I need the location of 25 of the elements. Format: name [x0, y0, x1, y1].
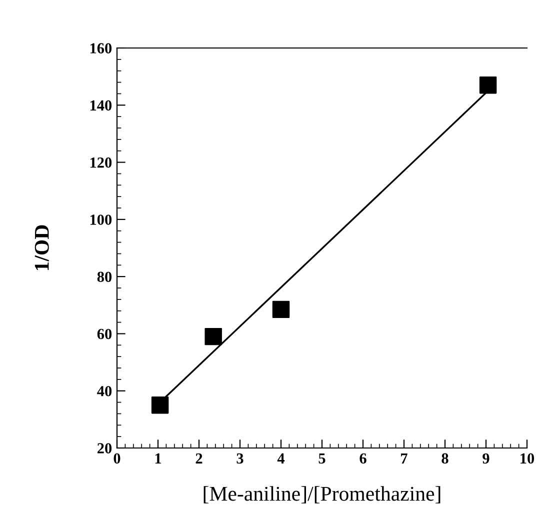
x-tick-label: 9	[482, 453, 490, 464]
y-tick-label: 140	[90, 100, 112, 111]
x-tick-label: 4	[277, 453, 285, 464]
x-tick-label: 5	[318, 453, 326, 464]
x-tick-label: 10	[520, 453, 534, 464]
y-tick-label: 20	[98, 443, 112, 454]
point	[272, 300, 290, 318]
point	[479, 76, 497, 94]
x-axis-title: [Me-aniline]/[Promethazine]	[204, 486, 440, 504]
y-tick-label: 100	[90, 214, 112, 225]
y-tick-label: 160	[90, 43, 112, 54]
x-tick-label: 0	[114, 453, 120, 464]
y-tick-label: 60	[97, 328, 112, 340]
y-tick-label: 120	[90, 157, 112, 168]
x-tick-label: 7	[401, 453, 408, 464]
x-tick-label: 1	[155, 453, 162, 464]
x-tick-label: 6	[360, 453, 366, 464]
x-tick-label: 3	[236, 453, 244, 464]
y-axis-title: 1/OD	[34, 225, 49, 270]
point	[204, 328, 222, 346]
y-tick-label: 80	[97, 272, 112, 282]
x-tick-label: 8	[442, 453, 448, 464]
x-tick-label: 2	[196, 453, 202, 464]
point	[151, 396, 169, 414]
y-tick-label: 40	[97, 386, 112, 396]
